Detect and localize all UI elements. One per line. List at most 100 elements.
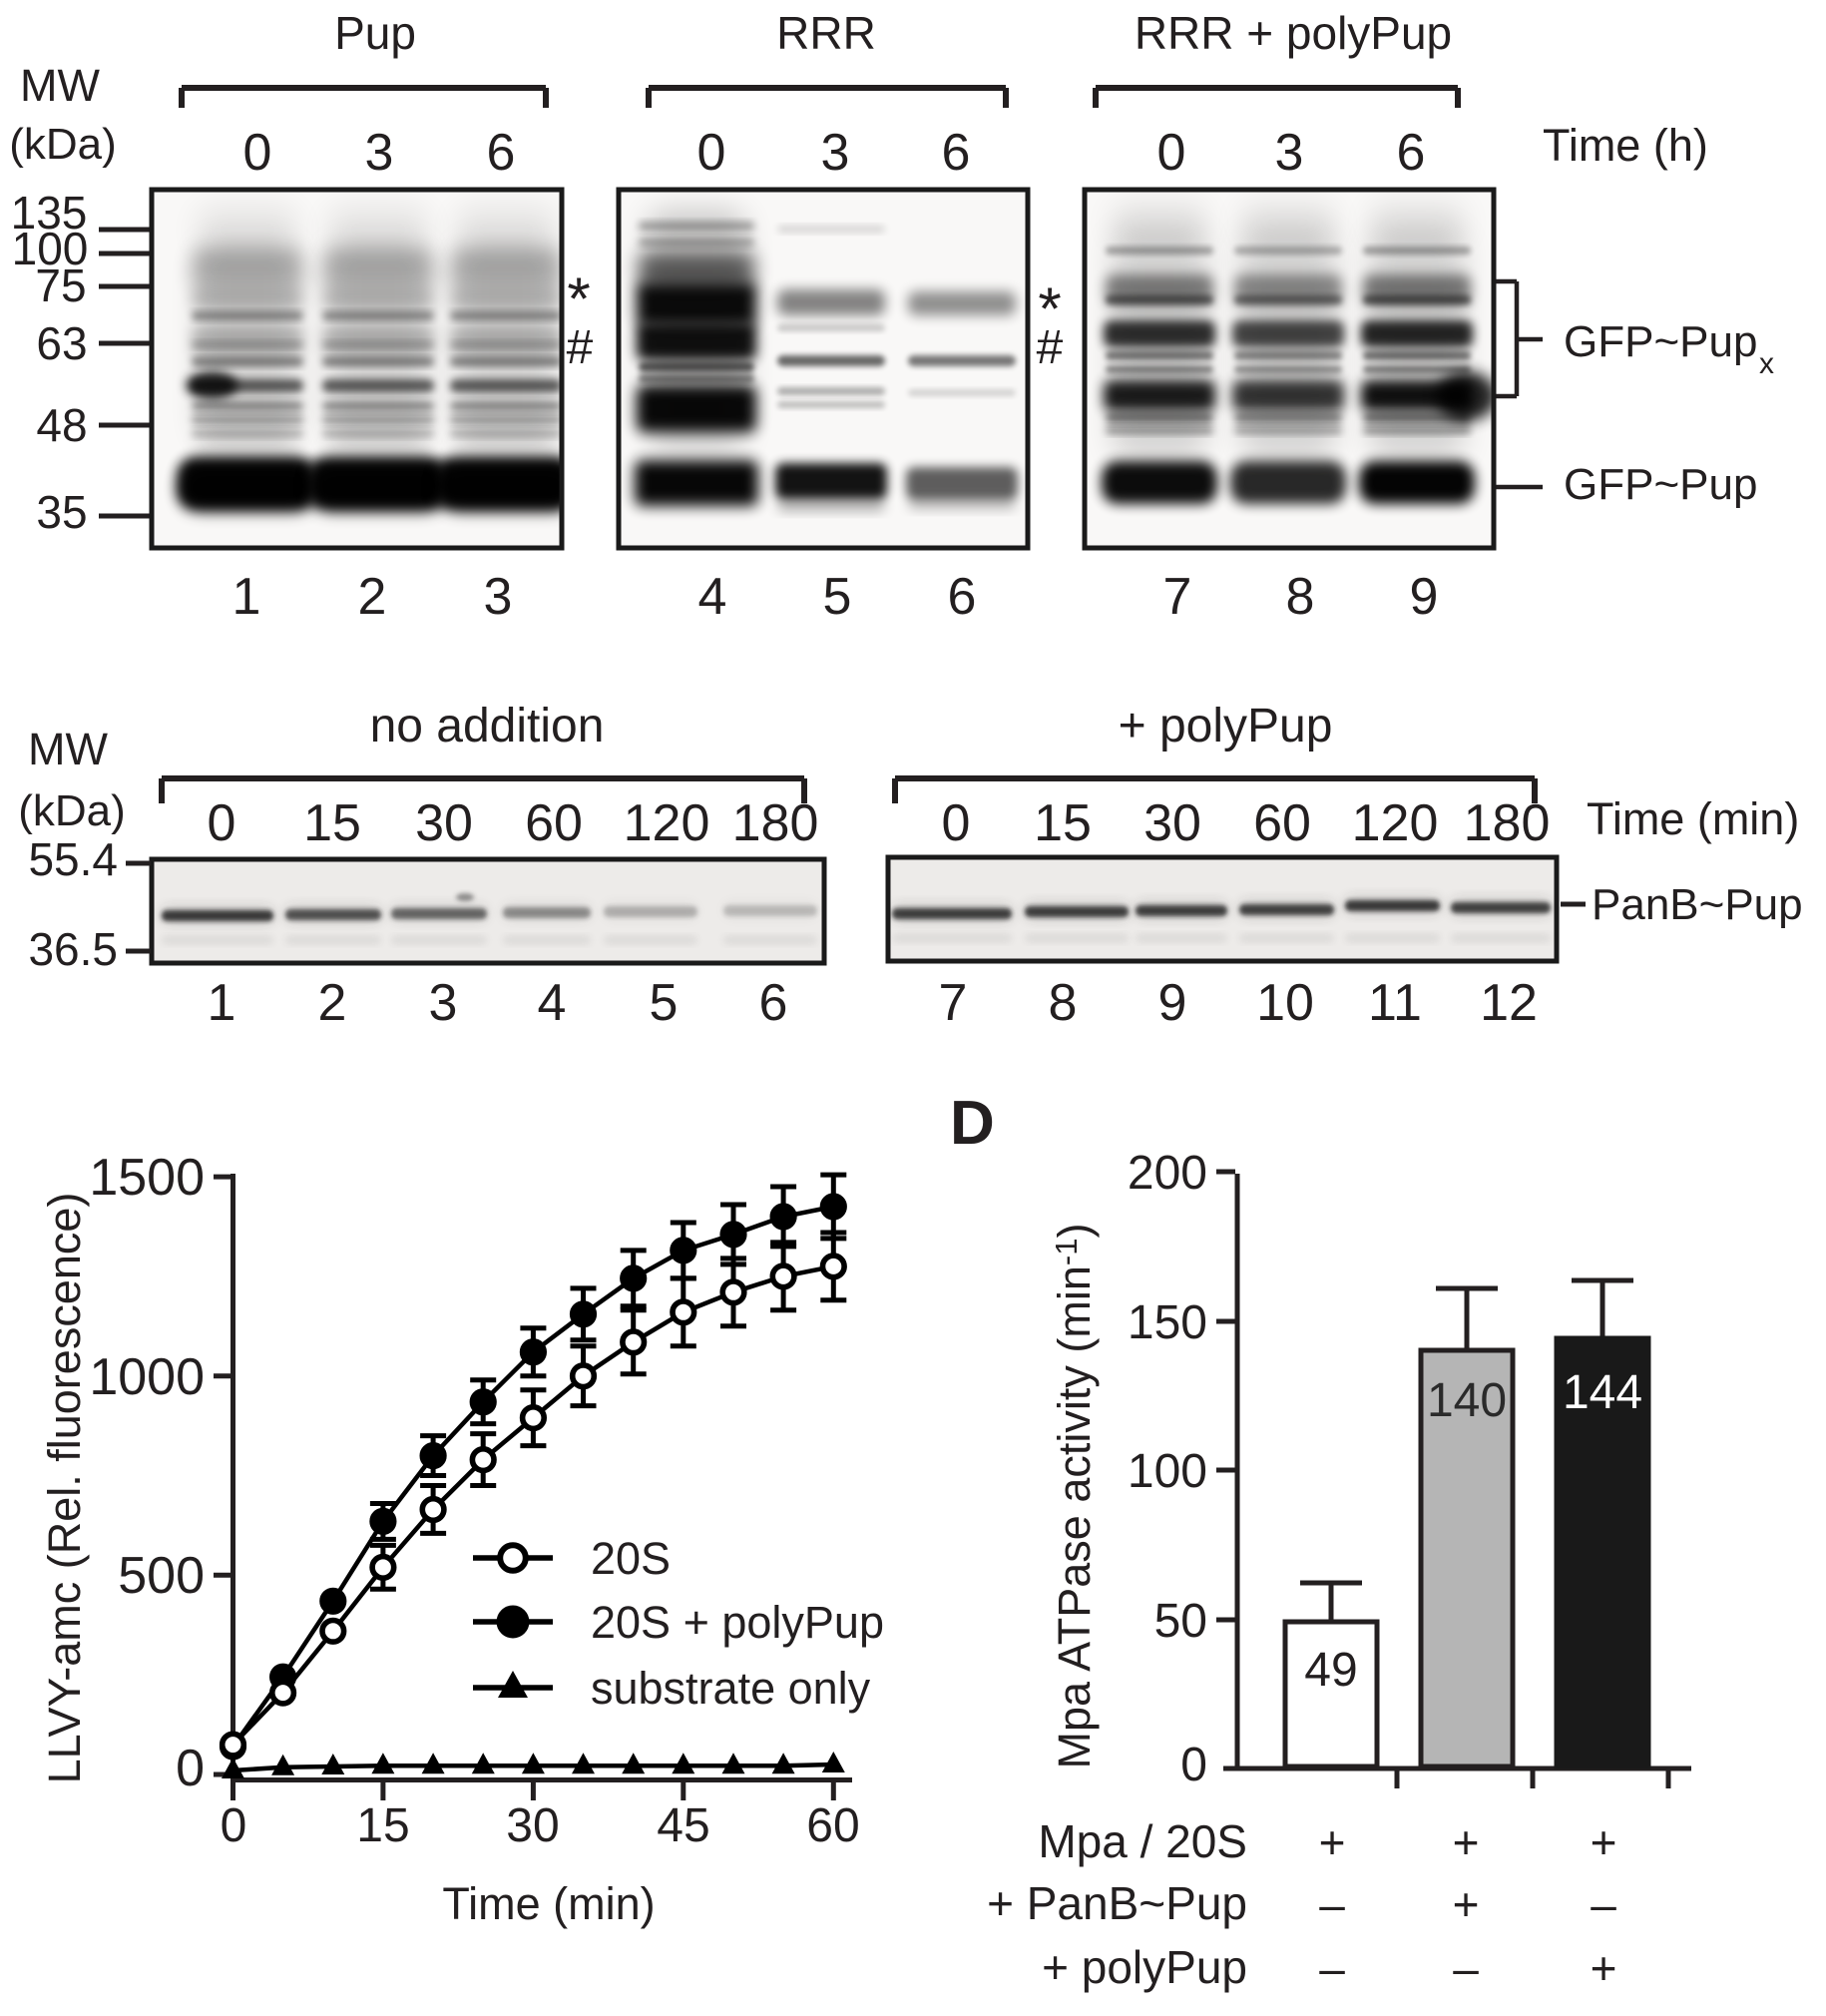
- svg-text:180: 180: [1464, 794, 1551, 852]
- svg-text:RRR + polyPup: RRR + polyPup: [1135, 7, 1452, 59]
- svg-text:LLVY-amc (Rel. fluorescence): LLVY-amc (Rel. fluorescence): [39, 1193, 90, 1784]
- svg-text:9: 9: [1158, 974, 1187, 1032]
- svg-text:30: 30: [1143, 794, 1201, 852]
- svg-text:15: 15: [303, 794, 361, 852]
- svg-text:30: 30: [506, 1799, 559, 1852]
- svg-text:x: x: [1759, 347, 1774, 380]
- svg-text:6: 6: [759, 974, 788, 1032]
- svg-text:135: 135: [11, 187, 88, 239]
- svg-text:Mpa ATPase activity (min-1): Mpa ATPase activity (min-1): [1049, 1224, 1100, 1769]
- svg-text:+ polyPup: + polyPup: [1042, 1941, 1247, 1993]
- svg-text:#: #: [1037, 321, 1064, 374]
- svg-text:30: 30: [415, 794, 473, 852]
- svg-text:180: 180: [732, 794, 819, 852]
- svg-text:100: 100: [1128, 1445, 1207, 1498]
- svg-text:0: 0: [221, 1799, 247, 1852]
- svg-text:6: 6: [487, 124, 516, 182]
- svg-text:12: 12: [1480, 974, 1538, 1032]
- svg-text:*: *: [1038, 275, 1061, 342]
- svg-text:7: 7: [1163, 568, 1192, 626]
- svg-text:11: 11: [1368, 974, 1422, 1032]
- svg-text:Mpa / 20S: Mpa / 20S: [1038, 1815, 1247, 1867]
- svg-text:0: 0: [243, 124, 272, 182]
- svg-text:1: 1: [208, 974, 236, 1032]
- svg-text:+ polyPup: + polyPup: [1119, 700, 1333, 753]
- svg-text:4: 4: [538, 974, 567, 1032]
- svg-text:10: 10: [1256, 974, 1314, 1032]
- svg-text:6: 6: [942, 124, 971, 182]
- svg-text:#: #: [567, 321, 594, 374]
- svg-text:500: 500: [118, 1547, 205, 1605]
- svg-text:–: –: [1453, 1942, 1479, 1994]
- svg-text:120: 120: [624, 794, 710, 852]
- svg-text:PanB~Pup: PanB~Pup: [1592, 880, 1803, 929]
- svg-text:120: 120: [1352, 794, 1439, 852]
- svg-text:+: +: [1319, 1816, 1346, 1868]
- svg-text:GFP~Pup: GFP~Pup: [1564, 460, 1757, 509]
- svg-text:8: 8: [1049, 974, 1078, 1032]
- svg-text:–: –: [1319, 1942, 1345, 1994]
- svg-text:RRR: RRR: [776, 7, 876, 59]
- svg-text:4: 4: [698, 568, 727, 626]
- svg-text:MW: MW: [20, 60, 100, 111]
- svg-text:1500: 1500: [89, 1149, 205, 1207]
- svg-text:+: +: [1591, 1816, 1617, 1868]
- svg-text:(kDa): (kDa): [18, 786, 126, 835]
- svg-text:63: 63: [36, 317, 87, 369]
- svg-text:Pup: Pup: [334, 7, 416, 59]
- svg-text:GFP~Pup: GFP~Pup: [1564, 317, 1757, 366]
- svg-text:20S: 20S: [591, 1533, 671, 1584]
- svg-text:60: 60: [1253, 794, 1311, 852]
- svg-text:substrate only: substrate only: [591, 1663, 871, 1714]
- svg-text:+: +: [1453, 1878, 1480, 1930]
- svg-text:150: 150: [1128, 1296, 1207, 1349]
- svg-text:5: 5: [823, 568, 852, 626]
- svg-text:–: –: [1319, 1878, 1345, 1930]
- svg-text:+: +: [1591, 1942, 1617, 1994]
- svg-text:48: 48: [36, 399, 87, 451]
- svg-text:D: D: [950, 1089, 995, 1158]
- svg-text:75: 75: [35, 259, 86, 311]
- svg-text:60: 60: [806, 1799, 859, 1852]
- svg-text:+ PanB~Pup: + PanB~Pup: [987, 1877, 1247, 1929]
- svg-text:200: 200: [1128, 1147, 1207, 1200]
- svg-text:100: 100: [12, 223, 89, 274]
- svg-text:50: 50: [1154, 1595, 1207, 1648]
- svg-text:36.5: 36.5: [28, 923, 118, 975]
- svg-text:3: 3: [821, 124, 850, 182]
- svg-text:0: 0: [942, 794, 971, 852]
- svg-text:0: 0: [176, 1740, 205, 1797]
- svg-text:60: 60: [525, 794, 583, 852]
- svg-text:5: 5: [650, 974, 679, 1032]
- svg-text:15: 15: [1034, 794, 1092, 852]
- svg-text:2: 2: [358, 568, 387, 626]
- svg-text:20S + polyPup: 20S + polyPup: [591, 1597, 884, 1648]
- svg-text:(kDa): (kDa): [9, 120, 117, 169]
- svg-text:55.4: 55.4: [28, 833, 118, 885]
- svg-text:Time (min): Time (min): [1587, 793, 1799, 844]
- svg-text:3: 3: [429, 974, 458, 1032]
- svg-text:6: 6: [1397, 124, 1426, 182]
- svg-text:no addition: no addition: [370, 700, 605, 753]
- svg-text:3: 3: [365, 124, 394, 182]
- svg-text:3: 3: [1275, 124, 1304, 182]
- svg-text:0: 0: [1157, 124, 1186, 182]
- svg-text:144: 144: [1563, 1366, 1642, 1419]
- svg-text:Time (h): Time (h): [1543, 120, 1708, 171]
- svg-text:45: 45: [657, 1799, 709, 1852]
- svg-text:0: 0: [208, 794, 236, 852]
- svg-text:0: 0: [1180, 1739, 1207, 1791]
- svg-text:140: 140: [1427, 1374, 1507, 1427]
- svg-text:49: 49: [1304, 1644, 1357, 1697]
- svg-text:9: 9: [1410, 568, 1439, 626]
- svg-text:7: 7: [939, 974, 968, 1032]
- svg-text:0: 0: [697, 124, 726, 182]
- svg-text:Time (min): Time (min): [442, 1878, 655, 1929]
- svg-text:–: –: [1591, 1878, 1616, 1930]
- svg-text:1000: 1000: [89, 1348, 205, 1406]
- svg-text:2: 2: [318, 974, 347, 1032]
- svg-text:+: +: [1453, 1816, 1480, 1868]
- svg-text:MW: MW: [28, 724, 108, 774]
- svg-text:6: 6: [948, 568, 977, 626]
- svg-text:*: *: [567, 265, 590, 332]
